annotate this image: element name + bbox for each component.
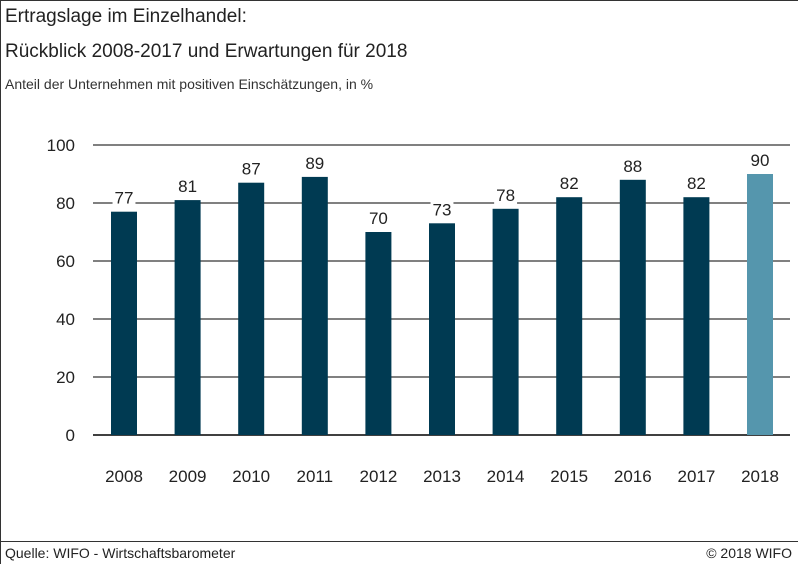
value-label-2012: 70 (369, 209, 388, 228)
value-label-background (621, 157, 645, 175)
y-tick-label: 100 (47, 136, 75, 155)
bar-2009 (174, 200, 201, 435)
value-label-2018: 90 (751, 151, 770, 170)
value-label-2016: 88 (623, 157, 642, 176)
chart-subtitle: Anteil der Unternehmen mit positiven Ein… (5, 76, 374, 92)
value-label-background (557, 175, 581, 193)
x-tick-label-2016: 2016 (614, 467, 652, 486)
value-label-2009: 81 (178, 177, 197, 196)
value-label-2011: 89 (305, 154, 324, 173)
value-label-2010: 87 (242, 160, 261, 179)
bar-chart: 0 20 40 60 80 100 77 81 87 89 70 73 78 82 88 82 90 2008… (47, 136, 790, 486)
x-tick-label-2011: 2011 (297, 467, 334, 486)
value-label-background (303, 154, 327, 172)
value-label-background (366, 210, 390, 227)
y-tick-label: 40 (56, 310, 75, 329)
value-labels: 77 81 87 89 70 73 78 82 88 82 90 (112, 151, 772, 228)
y-tick-label: 0 (66, 426, 75, 445)
frame-left-line (0, 0, 1, 564)
bar-2008 (111, 211, 137, 435)
copyright-note: © 2018 WIFO (706, 545, 792, 561)
x-tick-label-2015: 2015 (550, 467, 588, 486)
x-tick-label-2012: 2012 (359, 467, 397, 486)
value-label-2015: 82 (560, 174, 579, 193)
value-label-background (494, 186, 518, 204)
bar-2017 (683, 197, 710, 435)
frame-top-line (0, 0, 798, 1)
value-label-2013: 73 (433, 200, 452, 219)
x-tick-label-2008: 2008 (105, 467, 143, 486)
value-label-background (684, 175, 708, 193)
bar-2011 (301, 176, 328, 435)
source-note: Quelle: WIFO - Wirtschaftsbarometer (5, 545, 236, 561)
chart-title-line1: Ertragslage im Einzelhandel: (5, 6, 247, 27)
bar-2015 (556, 197, 583, 435)
x-tick-labels: 2008 2009 2010 2011 2012 2013 2014 2015 2016 2017… (105, 467, 779, 486)
x-tick-label-2010: 2010 (232, 467, 270, 486)
value-label-background (748, 152, 772, 169)
bar-2010 (238, 182, 265, 435)
x-tick-label-2017: 2017 (677, 467, 715, 486)
x-tick-label-2018: 2018 (741, 467, 779, 486)
y-tick-label: 80 (56, 194, 75, 213)
bar-2014 (492, 208, 519, 435)
y-tick-label: 20 (56, 368, 75, 387)
value-label-2017: 82 (687, 174, 706, 193)
y-tick-labels: 0 20 40 60 80 100 (47, 136, 75, 445)
value-label-background (239, 160, 263, 178)
value-label-background (176, 178, 200, 196)
x-tick-label-2014: 2014 (487, 467, 525, 486)
value-label-2008: 77 (115, 189, 134, 208)
value-label-2014: 78 (496, 186, 515, 205)
y-tick-label: 60 (56, 252, 75, 271)
bar-2016 (619, 179, 646, 435)
footer-divider (0, 541, 798, 542)
value-label-background (112, 189, 136, 207)
bar-2013 (429, 223, 455, 435)
x-tick-label-2009: 2009 (169, 467, 207, 486)
chart-title-line2: Rückblick 2008-2017 und Erwartungen für … (5, 41, 408, 62)
value-label-background (430, 201, 454, 219)
bar-2012 (365, 232, 392, 435)
bar-2018 (747, 174, 773, 435)
x-tick-label-2013: 2013 (423, 467, 461, 486)
bars (111, 174, 773, 435)
